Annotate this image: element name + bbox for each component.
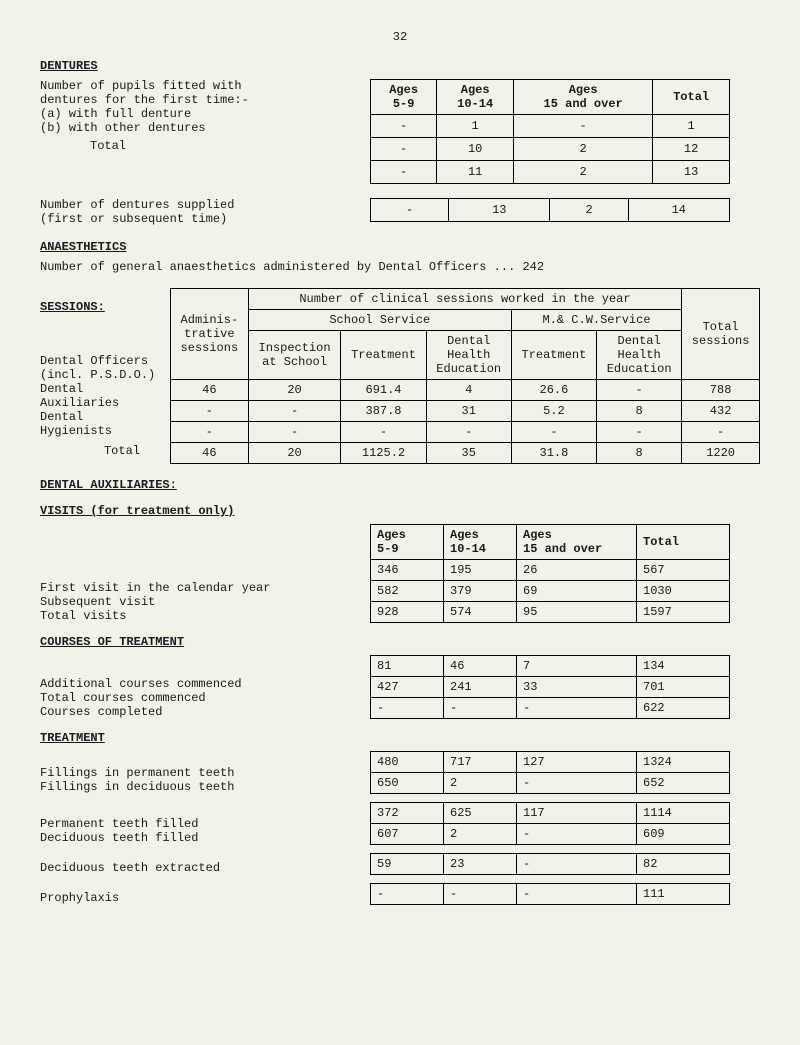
label-perm-filled: Permanent teeth filled <box>40 817 360 831</box>
label-first-visit: First visit in the calendar year <box>40 581 360 595</box>
table-row: 81467134 <box>371 656 730 677</box>
th-ages-10-14: Ages 10-14 <box>437 80 514 115</box>
label-tot-comm: Total courses commenced <box>40 691 360 705</box>
table-row: 5923-82 <box>371 854 730 875</box>
heading-visits: VISITS (for treatment only) <box>40 504 760 518</box>
row-label-hyg: Dental Hygienists <box>40 410 160 438</box>
th-ages-5-9: Ages 5-9 <box>371 80 437 115</box>
th-total: Total <box>653 80 730 115</box>
th-treatment-2: Treatment <box>511 331 596 380</box>
th-total-sessions: Total sessions <box>682 289 760 380</box>
th-admin: Adminis- trative sessions <box>171 289 249 380</box>
dentures-supplied-table: - 13 2 14 <box>370 198 730 222</box>
visits-table: Ages 5-9 Ages 10-14 Ages 15 and over Tot… <box>370 524 730 623</box>
heading-courses: COURSES OF TREATMENT <box>40 635 760 649</box>
dentures-supplied-2: (first or subsequent time) <box>40 212 360 226</box>
label-perm-fill: Fillings in permanent teeth <box>40 766 360 780</box>
table-row: ---111 <box>371 884 730 905</box>
heading-treatment: TREATMENT <box>40 731 760 745</box>
label-add-comm: Additional courses commenced <box>40 677 360 691</box>
table-row: - - - - - - - <box>171 422 760 443</box>
th-total: Total <box>637 525 730 560</box>
th-dhe-1: Dental Health Education <box>426 331 511 380</box>
label-total-visits: Total visits <box>40 609 360 623</box>
label-proph: Prophylaxis <box>40 891 360 905</box>
extracted-table: 5923-82 <box>370 853 730 875</box>
dentures-note-1: Number of pupils fitted with <box>40 79 360 93</box>
table-row: 6502-652 <box>371 773 730 794</box>
heading-dentures: DENTURES <box>40 59 760 73</box>
table-row: 46 20 1125.2 35 31.8 8 1220 <box>171 443 760 464</box>
heading-anaesthetics: ANAESTHETICS <box>40 240 760 254</box>
label-decid-ext: Deciduous teeth extracted <box>40 861 360 875</box>
dentures-table: Ages 5-9 Ages 10-14 Ages 15 and over Tot… <box>370 79 730 184</box>
fillings-table: 4807171271324 6502-652 <box>370 751 730 794</box>
courses-table: 81467134 42724133701 ---622 <box>370 655 730 719</box>
anaesthetics-text: Number of general anaesthetics administe… <box>40 260 760 274</box>
th-ages-10-14: Ages 10-14 <box>444 525 517 560</box>
th-ages-15-over: Ages 15 and over <box>514 80 653 115</box>
th-ages-15-over: Ages 15 and over <box>517 525 637 560</box>
table-row: 46 20 691.4 4 26.6 - 788 <box>171 380 760 401</box>
table-row: 4807171271324 <box>371 752 730 773</box>
th-treatment-1: Treatment <box>341 331 426 380</box>
table-row: - 11 2 13 <box>371 161 730 184</box>
th-inspection: Inspection at School <box>248 331 341 380</box>
dentures-note-2: dentures for the first time:- <box>40 93 360 107</box>
row-label-officers-2: (incl. P.S.D.O.) <box>40 368 160 382</box>
label-sub-visit: Subsequent visit <box>40 595 360 609</box>
table-row: - 10 2 12 <box>371 138 730 161</box>
heading-dental-aux: DENTAL AUXILIARIES: <box>40 478 760 492</box>
label-decid-filled: Deciduous teeth filled <box>40 831 360 845</box>
row-label-total: Total <box>40 444 160 458</box>
row-label-officers-1: Dental Officers <box>40 354 160 368</box>
table-row: - - 387.8 31 5.2 8 432 <box>171 401 760 422</box>
label-decid-fill: Fillings in deciduous teeth <box>40 780 360 794</box>
filled-table: 3726251171114 6072-609 <box>370 802 730 845</box>
table-row: 6072-609 <box>371 824 730 845</box>
th-school-service: School Service <box>248 310 511 331</box>
prophylaxis-table: ---111 <box>370 883 730 905</box>
table-row: 34619526567 <box>371 560 730 581</box>
table-row: 3726251171114 <box>371 803 730 824</box>
th-ages-5-9: Ages 5-9 <box>371 525 444 560</box>
dentures-opt-b: (b) with other dentures <box>40 121 360 135</box>
th-dhe-2: Dental Health Education <box>597 331 682 380</box>
table-row: 582379691030 <box>371 581 730 602</box>
th-mcw: M.& C.W.Service <box>511 310 681 331</box>
table-row: 928574951597 <box>371 602 730 623</box>
table-row: - 1 - 1 <box>371 115 730 138</box>
heading-sessions: SESSIONS: <box>40 300 160 314</box>
th-clinical: Number of clinical sessions worked in th… <box>248 289 682 310</box>
table-row: 42724133701 <box>371 677 730 698</box>
dentures-total-label: Total <box>40 139 360 153</box>
label-compl: Courses completed <box>40 705 360 719</box>
table-row: ---622 <box>371 698 730 719</box>
dentures-opt-a: (a) with full denture <box>40 107 360 121</box>
sessions-table: Adminis- trative sessions Number of clin… <box>170 288 760 464</box>
table-row: - 13 2 14 <box>371 199 730 222</box>
dentures-supplied-1: Number of dentures supplied <box>40 198 360 212</box>
row-label-aux: Dental Auxiliaries <box>40 382 160 410</box>
page-number: 32 <box>40 30 760 44</box>
